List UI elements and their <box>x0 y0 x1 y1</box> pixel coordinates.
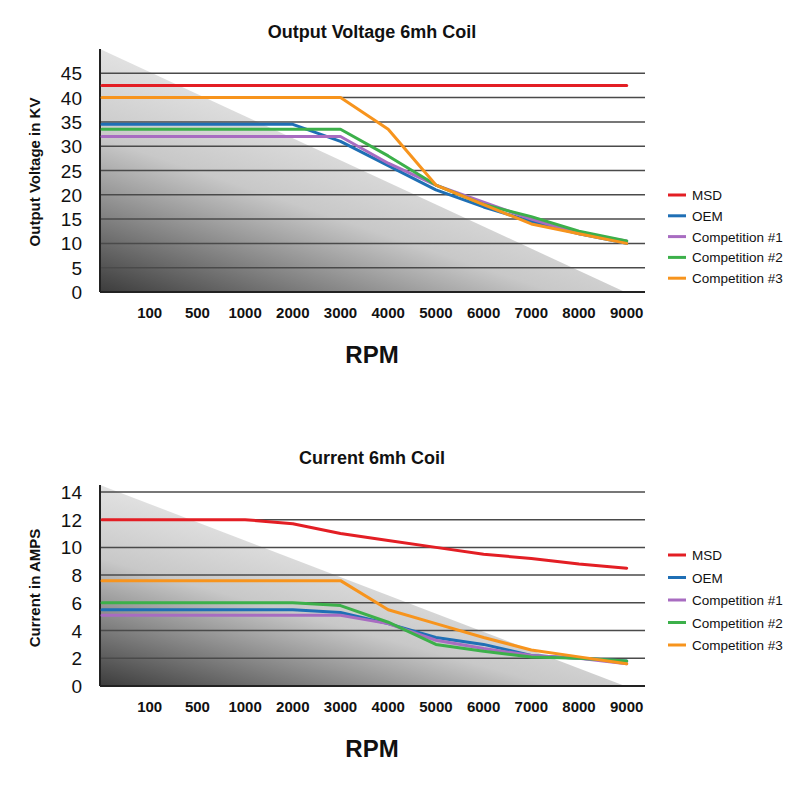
x-axis-label: RPM <box>345 341 398 368</box>
series-line <box>102 124 627 243</box>
x-axis <box>100 685 645 687</box>
grid-line <box>100 267 645 269</box>
grid-line <box>100 243 645 245</box>
y-tick-label: 12 <box>61 510 82 531</box>
x-tick-label: 5000 <box>419 698 452 715</box>
grid-line <box>100 291 645 293</box>
x-tick-label: 7000 <box>515 698 548 715</box>
y-tick-label: 20 <box>61 185 82 206</box>
series-line <box>102 520 627 569</box>
y-tick-label: 5 <box>71 258 82 279</box>
x-axis <box>100 291 645 293</box>
x-tick-label: 6000 <box>467 698 500 715</box>
y-tick-label: 30 <box>61 136 82 157</box>
legend-swatch <box>668 554 686 557</box>
x-tick-label: 3000 <box>324 304 357 321</box>
legend-label: Competition #1 <box>692 230 783 245</box>
legend-label: Competition #3 <box>692 271 783 286</box>
x-tick-label: 8000 <box>562 698 595 715</box>
y-tick-label: 14 <box>61 482 83 503</box>
x-tick-label: 2000 <box>276 698 309 715</box>
legend-swatch <box>668 277 686 280</box>
series-line <box>102 98 627 244</box>
plot-area <box>102 520 627 664</box>
legend-label: OEM <box>692 571 723 586</box>
x-tick-label: 9000 <box>610 698 643 715</box>
grid-line <box>100 491 645 493</box>
grid-line <box>100 121 645 123</box>
y-tick-label: 10 <box>61 537 82 558</box>
x-tick-label: 8000 <box>562 304 595 321</box>
x-tick-label: 6000 <box>467 304 500 321</box>
legend-label: MSD <box>692 188 722 203</box>
x-tick-label: 4000 <box>372 698 405 715</box>
legend-label: Competition #3 <box>692 638 783 653</box>
x-tick-label: 7000 <box>515 304 548 321</box>
y-tick-label: 4 <box>71 621 82 642</box>
x-tick-label: 500 <box>185 304 210 321</box>
title: Current 6mh Coil <box>299 448 445 468</box>
x-tick-label: 100 <box>137 698 162 715</box>
y-tick-label: 6 <box>71 593 82 614</box>
legend-swatch <box>668 235 686 238</box>
grid-line <box>100 73 645 75</box>
title: Output Voltage 6mh Coil <box>268 22 477 42</box>
legend-label: Competition #2 <box>692 616 783 631</box>
x-tick-label: 1000 <box>228 698 261 715</box>
grid-line <box>100 170 645 172</box>
series-line <box>102 129 627 241</box>
grid-line <box>100 547 645 549</box>
legend-swatch <box>668 644 686 647</box>
x-tick-label: 4000 <box>372 304 405 321</box>
x-axis-label: RPM <box>345 735 398 762</box>
y-tick-label: 15 <box>61 209 82 230</box>
x-tick-label: 5000 <box>419 304 452 321</box>
x-tick-label: 100 <box>137 304 162 321</box>
legend-label: Competition #1 <box>692 593 783 608</box>
y-axis <box>99 485 101 686</box>
legend-swatch <box>668 621 686 624</box>
x-tick-label: 3000 <box>324 698 357 715</box>
y-tick-label: 10 <box>61 233 82 254</box>
legend-label: OEM <box>692 209 723 224</box>
legend-swatch <box>668 194 686 197</box>
y-tick-label: 25 <box>61 161 82 182</box>
legend-swatch <box>668 214 686 217</box>
background <box>0 0 800 800</box>
legend-swatch <box>668 599 686 602</box>
grid-line <box>100 218 645 220</box>
series-line <box>102 84 627 87</box>
grid-line <box>100 685 645 687</box>
x-tick-label: 2000 <box>276 304 309 321</box>
y-tick-label: 0 <box>71 282 82 303</box>
x-tick-label: 1000 <box>228 304 261 321</box>
chart: Current 6mh Coil 0 2 4 6 8 10 12 14 100 500 1000 200… <box>26 448 783 762</box>
y-tick-label: 8 <box>71 565 82 586</box>
legend-label: Competition #2 <box>692 250 783 265</box>
legend-swatch <box>668 256 686 259</box>
chart: Output Voltage 6mh Coil 0 5 10 15 20 25 30 35 40 4… <box>26 22 783 368</box>
grid-line <box>100 574 645 576</box>
page: {"chart_data": [ {"type": "line", "title… <box>0 0 800 800</box>
grid-line <box>100 630 645 632</box>
y-tick-label: 40 <box>61 88 82 109</box>
legend-swatch <box>668 576 686 579</box>
y-tick-label: 45 <box>61 63 82 84</box>
canvas: Output Voltage 6mh Coil05101520253035404… <box>0 0 800 800</box>
y-axis-label: Output Voltage in KV <box>26 98 43 247</box>
legend-label: MSD <box>692 548 722 563</box>
series-line <box>102 581 627 664</box>
grid-line <box>100 194 645 196</box>
x-tick-label: 500 <box>185 698 210 715</box>
y-tick-label: 35 <box>61 112 82 133</box>
y-tick-label: 2 <box>71 648 82 669</box>
y-tick-label: 0 <box>71 676 82 697</box>
x-tick-label: 9000 <box>610 304 643 321</box>
series-line <box>102 136 627 240</box>
plot-area <box>102 85 627 243</box>
y-axis-label: Current in AMPS <box>26 529 43 648</box>
